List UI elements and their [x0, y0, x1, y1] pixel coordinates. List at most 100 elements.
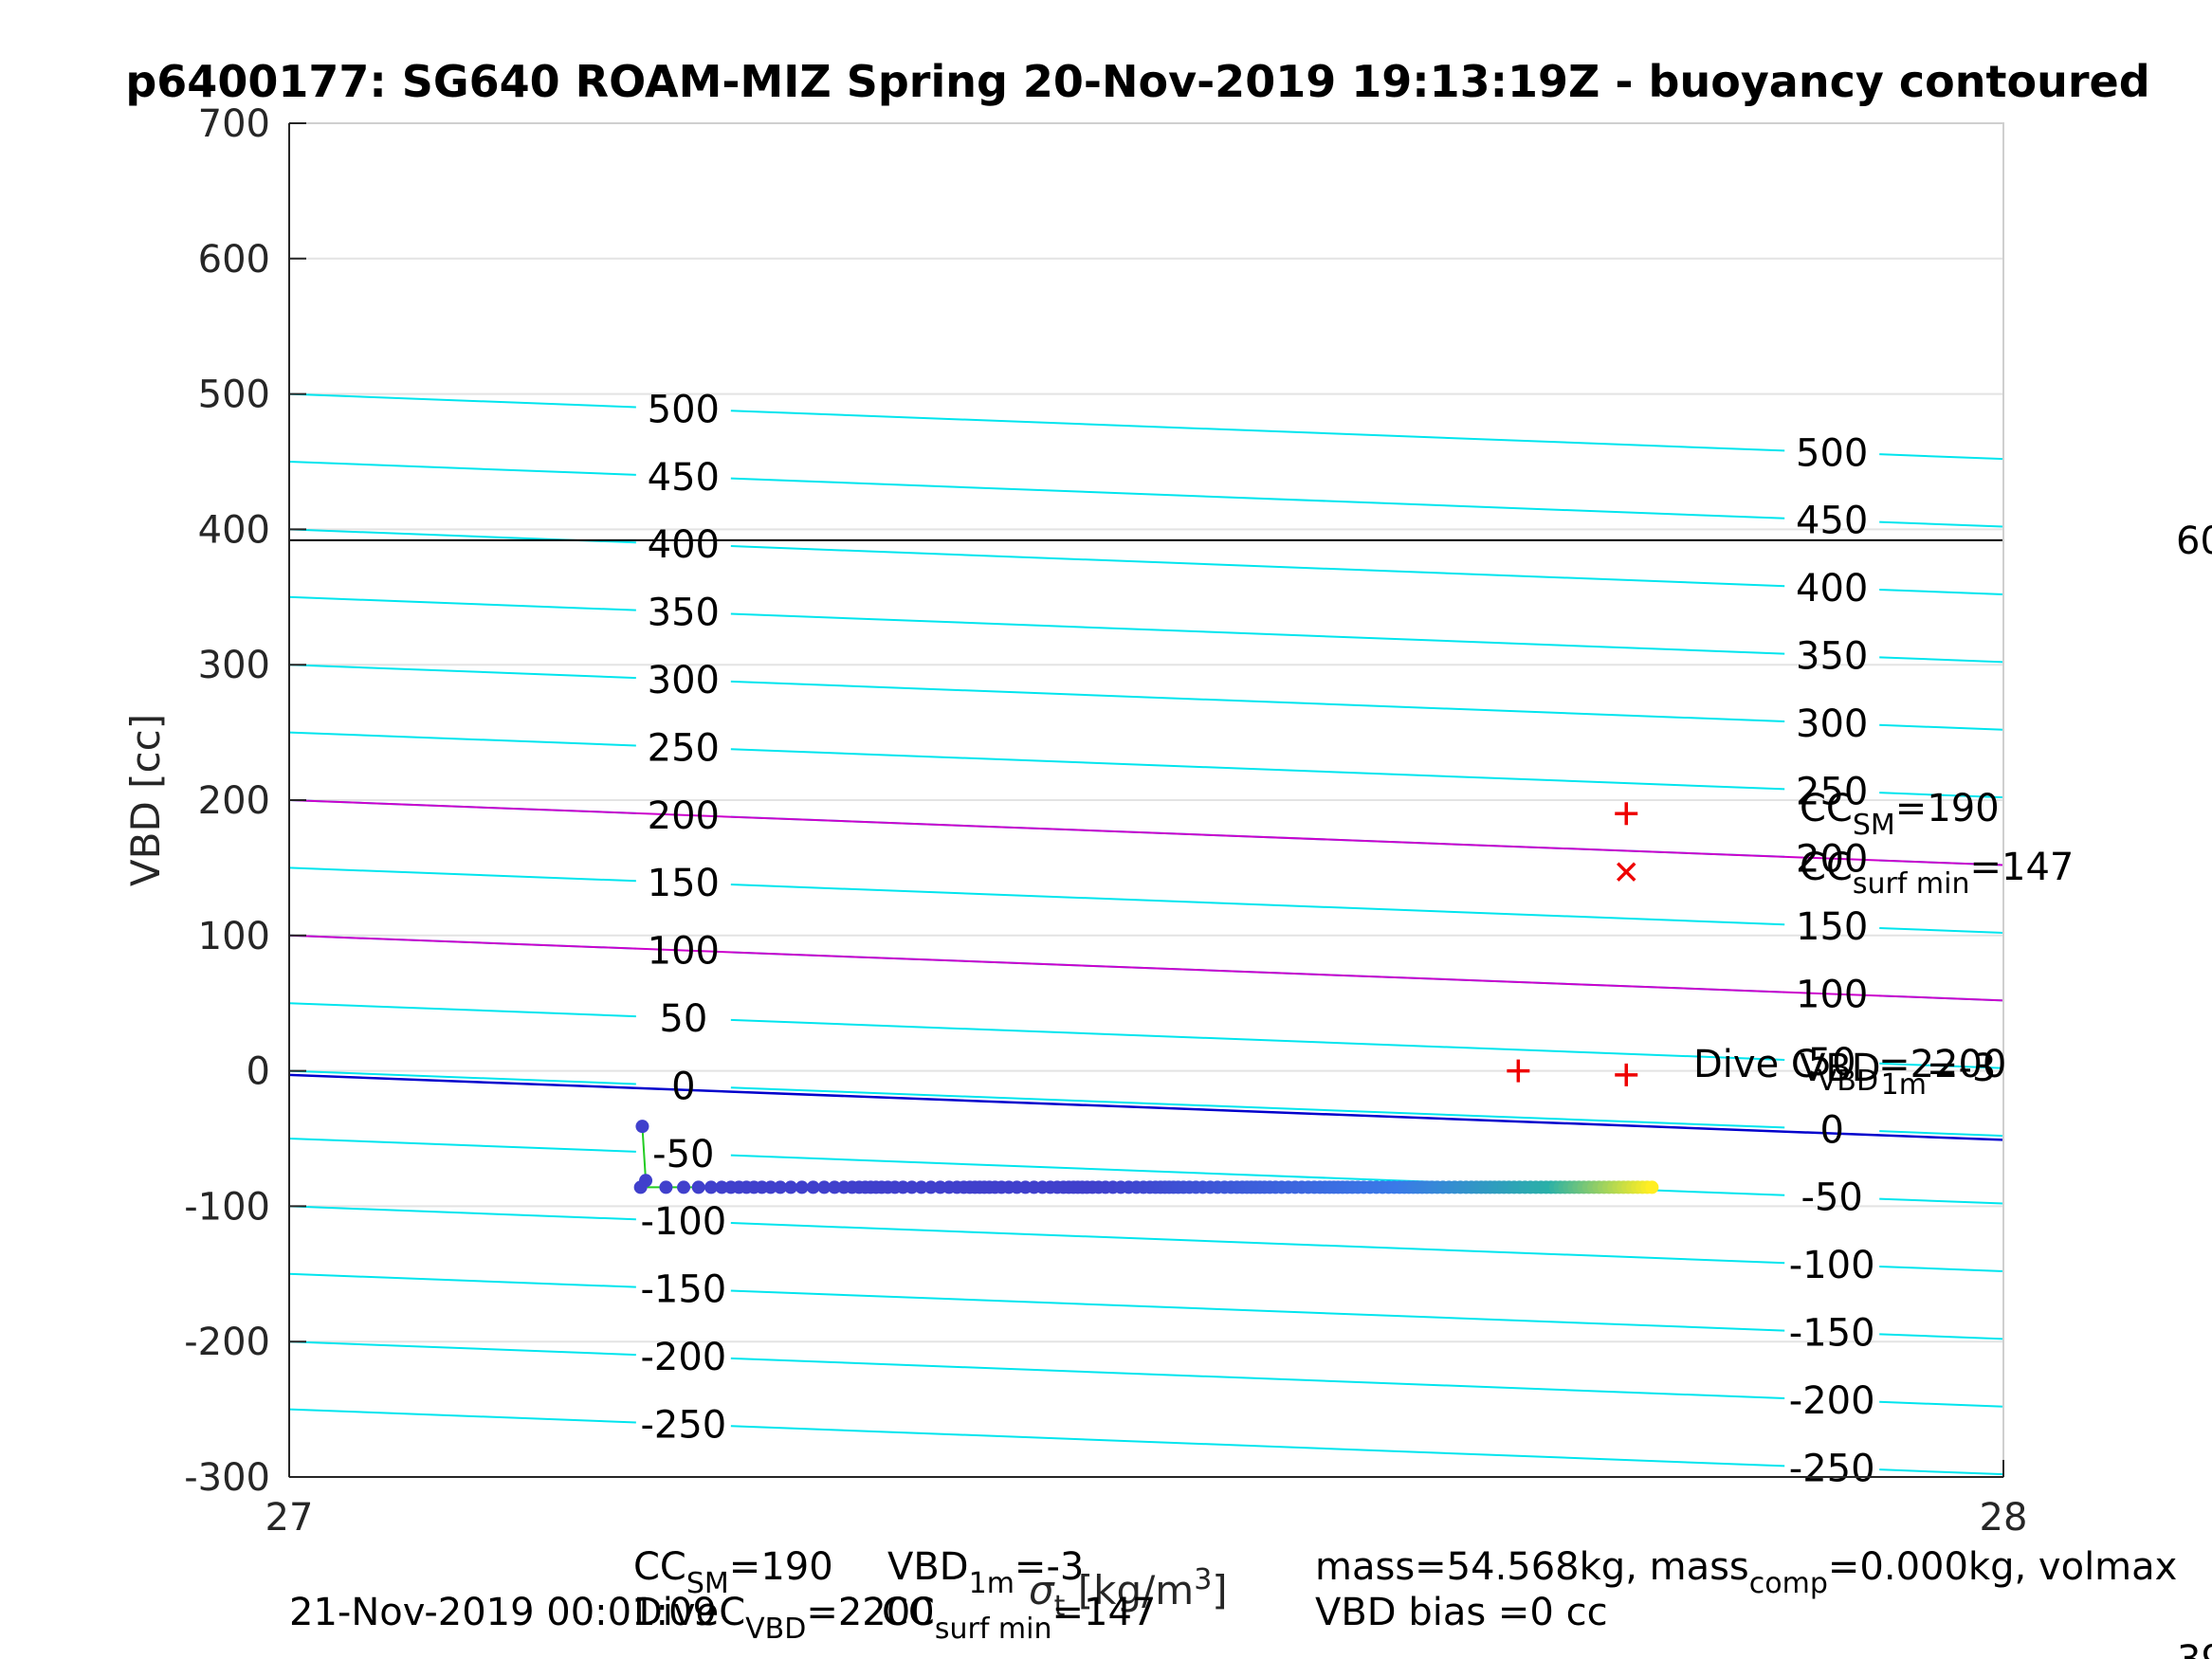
contour-label: 0 — [1819, 1108, 1843, 1152]
contour-label: 500 — [648, 388, 720, 431]
contour-line — [289, 392, 636, 409]
grid-lines — [289, 257, 2003, 1343]
contour-line — [289, 1340, 636, 1357]
label-cc-surf-min: CCsurf min=147 — [1800, 846, 2074, 901]
contour-label: 350 — [648, 592, 720, 635]
sample-point — [1645, 1180, 1659, 1194]
contour-line — [1879, 1333, 2003, 1340]
footer-cc-surf-min: CCsurf min=147 — [882, 1591, 1156, 1646]
x-axis-label-unit: [kg/m — [1065, 1567, 1194, 1613]
contour-line — [1879, 1197, 2003, 1205]
contour-label: 350 — [1796, 634, 1868, 678]
contour-line — [289, 595, 636, 611]
contour-line — [1879, 656, 2003, 664]
y-tick-label: -100 — [184, 1185, 270, 1229]
contour-line — [1879, 723, 2003, 731]
contour-label: -50 — [652, 1133, 714, 1176]
label-cc-sm: CCSM=190 — [1800, 787, 2000, 842]
label-dive-vbd: Dive CVBD=2200 — [1693, 1043, 2006, 1098]
sample-point — [633, 1180, 648, 1194]
contour-line — [289, 1408, 636, 1424]
sample-point — [715, 1180, 729, 1194]
contour-line — [730, 884, 1785, 926]
sample-point — [774, 1180, 788, 1194]
footer-vbd-1m: VBD1m=-3 — [887, 1545, 1084, 1600]
contour-label: -200 — [1789, 1379, 1875, 1423]
contour-line — [289, 731, 636, 747]
x-axis-label-sup: 3 — [1194, 1563, 1212, 1596]
contour-line — [1879, 1062, 2003, 1069]
footer-dive-c: DiveCVBD=2200 — [633, 1591, 935, 1646]
contour-line — [730, 545, 1785, 588]
x-axis-label-main: σ — [1029, 1567, 1055, 1613]
contour-label: 250 — [648, 726, 720, 770]
contour-label: 100 — [1796, 973, 1868, 1016]
contour-labels: -250 -250 -200 -200 -150 -150 -100 -100 -50 -50 0 0… — [640, 388, 1874, 1490]
contour-line — [730, 612, 1785, 655]
contour-line — [1879, 1400, 2003, 1408]
plus-marker — [1615, 802, 1638, 826]
contour-line — [730, 1425, 1785, 1468]
sample-point — [817, 1180, 832, 1194]
contour-line — [730, 1086, 1785, 1129]
y-axis-label: VBD [cc] — [122, 714, 169, 886]
plus-marker — [1507, 1059, 1530, 1083]
contour-label: 50 — [1808, 1041, 1856, 1085]
sample-point — [914, 1180, 928, 1194]
contour-label: -150 — [640, 1268, 726, 1312]
contour-label: -250 — [640, 1403, 726, 1447]
x-tick-label: 27 — [265, 1496, 314, 1540]
contour-line — [730, 1018, 1785, 1061]
contour-label: 150 — [648, 862, 720, 905]
contour-label: 400 — [1796, 567, 1868, 611]
contour-label: 100 — [648, 930, 720, 974]
x-axis-label: σt [kg/m3] — [1029, 1563, 1228, 1623]
contour-line — [1879, 1130, 2003, 1138]
sample-point — [795, 1180, 809, 1194]
sample-point — [828, 1180, 842, 1194]
contour-label: 450 — [648, 456, 720, 500]
series-layer — [289, 392, 2003, 1476]
contour-line — [289, 1069, 636, 1085]
contour-label: -200 — [640, 1336, 726, 1379]
y-tick-label: -300 — [184, 1456, 270, 1500]
footer-vbd-bias: VBD bias =0 cc — [1315, 1591, 1608, 1634]
contour-label: 0 — [671, 1065, 695, 1108]
contour-line — [730, 1357, 1785, 1399]
contour-label: 250 — [1796, 770, 1868, 813]
y-tick-label: 500 — [198, 374, 270, 417]
plus-marker — [1615, 1063, 1638, 1086]
x-axis-label-sub: t — [1054, 1590, 1066, 1623]
label-vbd-1m: VBD1m=-3 — [1800, 1047, 1996, 1102]
contour-line — [730, 477, 1785, 520]
contour-label: 150 — [1796, 905, 1868, 949]
contour-line — [1879, 588, 2003, 595]
sample-point — [923, 1180, 938, 1194]
magenta-contour-line — [289, 934, 2003, 1002]
contour-label: -100 — [1789, 1244, 1875, 1287]
y-tick-label: 300 — [198, 644, 270, 687]
sample-point — [763, 1180, 777, 1194]
sample-point — [784, 1180, 798, 1194]
cross-marker — [1617, 862, 1636, 882]
sample-point — [635, 1120, 649, 1134]
footer-corner-number: 39 — [2177, 1638, 2212, 1659]
contour-label: 50 — [659, 997, 707, 1041]
contour-line — [289, 1272, 636, 1288]
contour-line — [289, 1138, 636, 1153]
contour-label: 400 — [648, 523, 720, 567]
black-line-label: 60 — [2176, 520, 2212, 563]
x-tick-label: 28 — [1980, 1496, 2028, 1540]
contour-line — [730, 410, 1785, 452]
contour-label: 500 — [1796, 431, 1868, 475]
contour-line — [1879, 1468, 2003, 1476]
y-tick-label: 600 — [198, 238, 270, 282]
footer-date: 21-Nov-2019 00:01:09 — [289, 1591, 717, 1634]
contour-line — [1879, 520, 2003, 528]
contour-label: -250 — [1789, 1447, 1875, 1490]
contour-line — [1879, 926, 2003, 934]
footer-mass: mass=54.568kg, masscomp=0.000kg, volmax — [1315, 1545, 2177, 1600]
sample-point — [905, 1180, 919, 1194]
